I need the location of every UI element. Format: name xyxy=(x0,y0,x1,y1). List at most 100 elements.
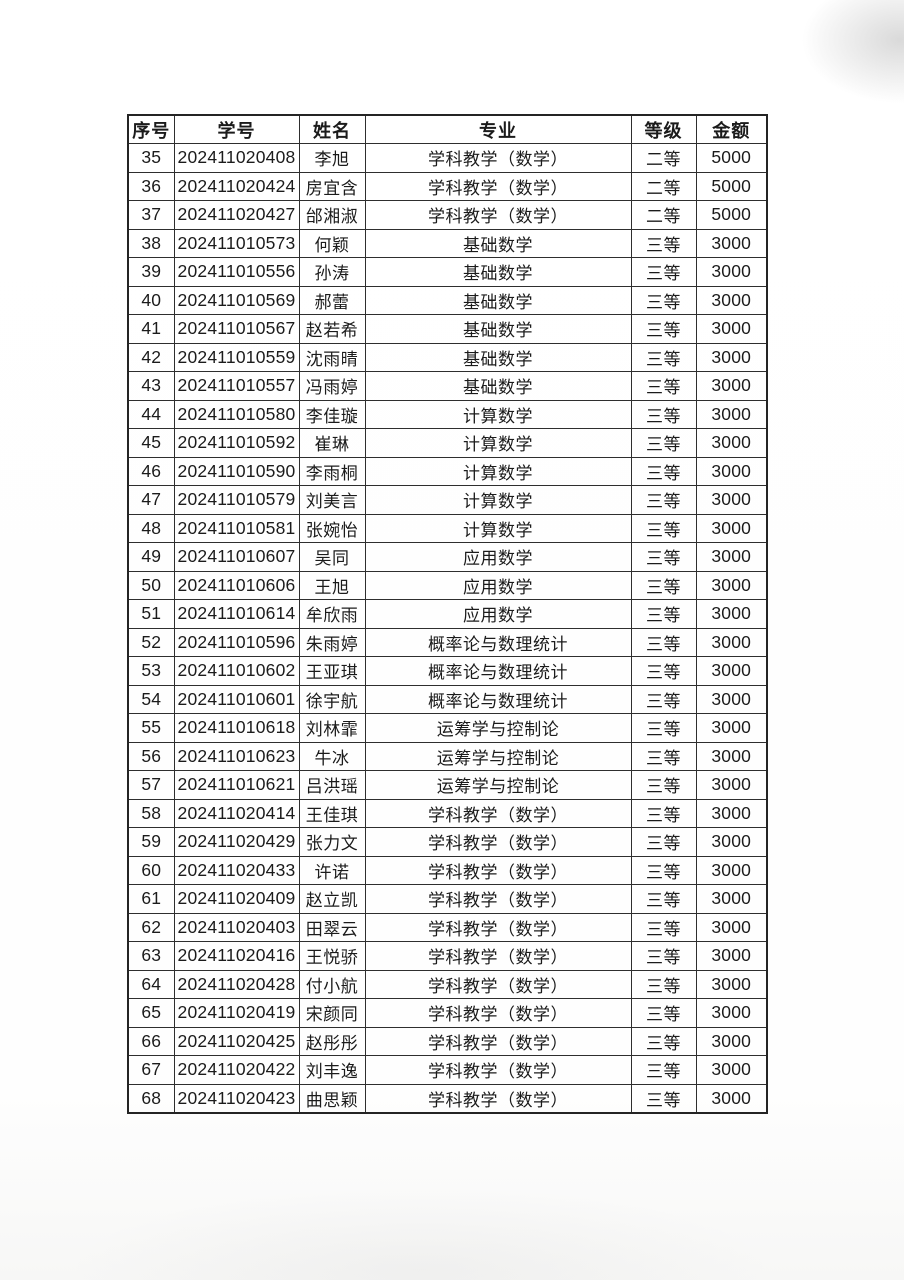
cell-level: 二等 xyxy=(630,171,697,201)
cell-student_id: 202411010559 xyxy=(173,342,300,372)
cell-major: 基础数学 xyxy=(364,342,632,372)
table-row: 40 202411010569 郝蕾 基础数学 三等 3000 xyxy=(127,285,768,315)
cell-amount: 3000 xyxy=(695,855,768,885)
table-row: 54 202411010601 徐宇航 概率论与数理统计 三等 3000 xyxy=(127,684,768,714)
cell-major: 学科教学（数学） xyxy=(364,827,632,857)
cell-level: 三等 xyxy=(630,912,697,942)
cell-name: 孙涛 xyxy=(298,257,366,287)
cell-level: 三等 xyxy=(630,257,697,287)
cell-name: 宋颜同 xyxy=(298,998,366,1028)
cell-major: 计算数学 xyxy=(364,456,632,486)
cell-no: 41 xyxy=(127,314,175,344)
table-row: 66 202411020425 赵彤彤 学科教学（数学） 三等 3000 xyxy=(127,1026,768,1056)
cell-major: 计算数学 xyxy=(364,399,632,429)
cell-name: 李旭 xyxy=(298,143,366,173)
table-row: 65 202411020419 宋颜同 学科教学（数学） 三等 3000 xyxy=(127,998,768,1028)
cell-name: 李佳璇 xyxy=(298,399,366,429)
cell-name: 房宜含 xyxy=(298,171,366,201)
cell-student_id: 202411010618 xyxy=(173,713,300,743)
cell-major: 应用数学 xyxy=(364,570,632,600)
cell-name: 吕洪瑶 xyxy=(298,770,366,800)
cell-student_id: 202411020408 xyxy=(173,143,300,173)
cell-student_id: 202411010573 xyxy=(173,228,300,258)
cell-level: 三等 xyxy=(630,542,697,572)
column-header-amount: 金额 xyxy=(695,114,768,144)
cell-major: 学科教学（数学） xyxy=(364,200,632,230)
cell-no: 61 xyxy=(127,884,175,914)
cell-amount: 3000 xyxy=(695,884,768,914)
cell-no: 54 xyxy=(127,684,175,714)
cell-amount: 3000 xyxy=(695,969,768,999)
cell-no: 56 xyxy=(127,741,175,771)
cell-name: 牛冰 xyxy=(298,741,366,771)
cell-amount: 3000 xyxy=(695,656,768,686)
table-row: 46 202411010590 李雨桐 计算数学 三等 3000 xyxy=(127,456,768,486)
cell-name: 王旭 xyxy=(298,570,366,600)
cell-no: 68 xyxy=(127,1083,175,1113)
cell-no: 39 xyxy=(127,257,175,287)
cell-amount: 3000 xyxy=(695,1083,768,1113)
cell-major: 学科教学（数学） xyxy=(364,969,632,999)
cell-amount: 3000 xyxy=(695,285,768,315)
cell-level: 三等 xyxy=(630,228,697,258)
cell-student_id: 202411020419 xyxy=(173,998,300,1028)
cell-name: 吴同 xyxy=(298,542,366,572)
cell-student_id: 202411010592 xyxy=(173,428,300,458)
cell-name: 赵彤彤 xyxy=(298,1026,366,1056)
cell-no: 52 xyxy=(127,627,175,657)
cell-major: 基础数学 xyxy=(364,285,632,315)
cell-level: 三等 xyxy=(630,713,697,743)
cell-major: 基础数学 xyxy=(364,257,632,287)
cell-no: 44 xyxy=(127,399,175,429)
cell-level: 三等 xyxy=(630,656,697,686)
cell-name: 王佳琪 xyxy=(298,798,366,828)
cell-name: 冯雨婷 xyxy=(298,371,366,401)
cell-student_id: 202411020423 xyxy=(173,1083,300,1113)
cell-student_id: 202411010621 xyxy=(173,770,300,800)
table-row: 64 202411020428 付小航 学科教学（数学） 三等 3000 xyxy=(127,969,768,999)
cell-no: 66 xyxy=(127,1026,175,1056)
cell-level: 三等 xyxy=(630,599,697,629)
cell-no: 49 xyxy=(127,542,175,572)
cell-student_id: 202411010602 xyxy=(173,656,300,686)
cell-no: 53 xyxy=(127,656,175,686)
cell-name: 张婉怡 xyxy=(298,513,366,543)
cell-student_id: 202411010614 xyxy=(173,599,300,629)
scholarship-table: 序号 学号 姓名 专业 等级 金额 35 202411020408 李旭 学科教学（数学） 二等 5… xyxy=(127,114,768,1114)
table-row: 61 202411020409 赵立凯 学科教学（数学） 三等 3000 xyxy=(127,884,768,914)
cell-level: 三等 xyxy=(630,371,697,401)
table-row: 68 202411020423 曲思颖 学科教学（数学） 三等 3000 xyxy=(127,1083,768,1113)
cell-level: 三等 xyxy=(630,1026,697,1056)
cell-no: 67 xyxy=(127,1055,175,1085)
table-row: 53 202411010602 王亚琪 概率论与数理统计 三等 3000 xyxy=(127,656,768,686)
cell-level: 三等 xyxy=(630,998,697,1028)
cell-amount: 3000 xyxy=(695,912,768,942)
cell-level: 三等 xyxy=(630,1083,697,1113)
cell-student_id: 202411020409 xyxy=(173,884,300,914)
cell-student_id: 202411010579 xyxy=(173,485,300,515)
table-row: 59 202411020429 张力文 学科教学（数学） 三等 3000 xyxy=(127,827,768,857)
cell-level: 三等 xyxy=(630,827,697,857)
cell-level: 二等 xyxy=(630,200,697,230)
cell-major: 学科教学（数学） xyxy=(364,998,632,1028)
table-row: 42 202411010559 沈雨晴 基础数学 三等 3000 xyxy=(127,342,768,372)
cell-level: 三等 xyxy=(630,513,697,543)
table-row: 58 202411020414 王佳琪 学科教学（数学） 三等 3000 xyxy=(127,798,768,828)
cell-name: 刘丰逸 xyxy=(298,1055,366,1085)
cell-amount: 3000 xyxy=(695,228,768,258)
table-row: 37 202411020427 邰湘淑 学科教学（数学） 二等 5000 xyxy=(127,200,768,230)
cell-no: 60 xyxy=(127,855,175,885)
cell-no: 46 xyxy=(127,456,175,486)
cell-major: 概率论与数理统计 xyxy=(364,656,632,686)
cell-amount: 3000 xyxy=(695,371,768,401)
table-row: 56 202411010623 牛冰 运筹学与控制论 三等 3000 xyxy=(127,741,768,771)
cell-amount: 3000 xyxy=(695,998,768,1028)
cell-amount: 3000 xyxy=(695,770,768,800)
cell-name: 曲思颖 xyxy=(298,1083,366,1113)
table-row: 41 202411010567 赵若希 基础数学 三等 3000 xyxy=(127,314,768,344)
table-row: 44 202411010580 李佳璇 计算数学 三等 3000 xyxy=(127,399,768,429)
cell-amount: 3000 xyxy=(695,599,768,629)
table-row: 62 202411020403 田翠云 学科教学（数学） 三等 3000 xyxy=(127,912,768,942)
cell-major: 基础数学 xyxy=(364,314,632,344)
table-row: 67 202411020422 刘丰逸 学科教学（数学） 三等 3000 xyxy=(127,1055,768,1085)
